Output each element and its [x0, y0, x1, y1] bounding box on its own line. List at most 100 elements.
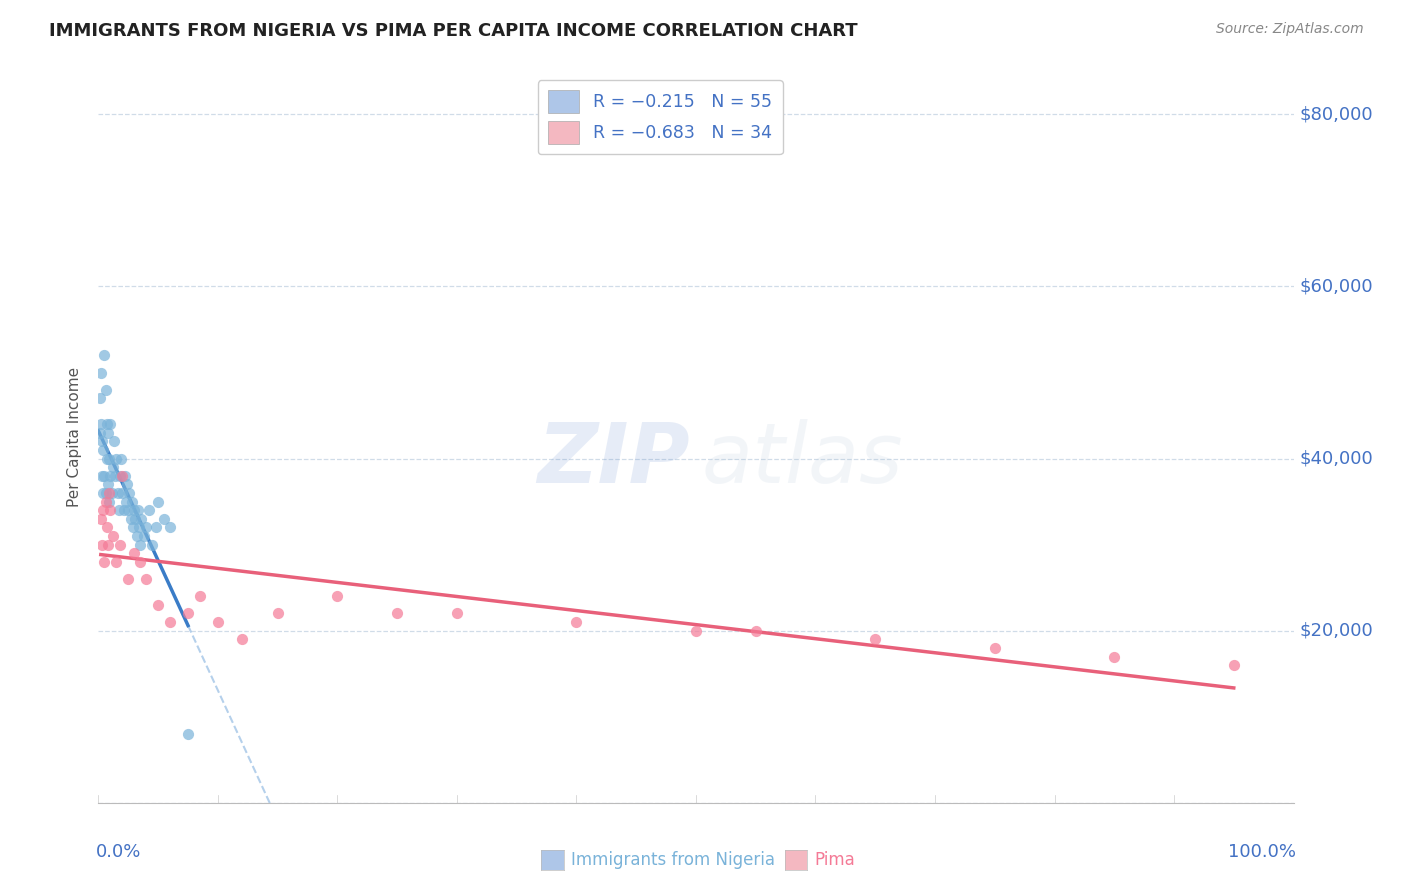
Text: $20,000: $20,000	[1299, 622, 1374, 640]
Point	[145, 520, 167, 534]
Text: ZIP: ZIP	[537, 418, 690, 500]
Point	[127, 503, 149, 517]
Point	[97, 477, 120, 491]
Point	[177, 727, 200, 741]
Point	[125, 529, 148, 543]
Point	[177, 607, 200, 621]
Point	[105, 451, 128, 466]
Point	[141, 538, 163, 552]
Point	[107, 503, 129, 517]
Point	[98, 486, 121, 500]
Point	[100, 486, 122, 500]
Point	[94, 486, 117, 500]
Point	[685, 624, 707, 638]
Point	[89, 425, 111, 440]
Point	[745, 624, 768, 638]
Y-axis label: Per Capita Income: Per Capita Income	[67, 367, 83, 508]
Point	[124, 503, 146, 517]
Point	[105, 555, 128, 569]
Text: $60,000: $60,000	[1299, 277, 1374, 295]
Point	[97, 538, 120, 552]
Point	[118, 486, 141, 500]
Text: atlas: atlas	[702, 418, 904, 500]
Point	[114, 468, 136, 483]
Point	[1223, 658, 1246, 673]
Point	[91, 434, 114, 449]
Point	[129, 555, 152, 569]
Point	[98, 451, 121, 466]
Text: Pima: Pima	[814, 851, 855, 869]
Text: Immigrants from Nigeria: Immigrants from Nigeria	[571, 851, 775, 869]
Point	[112, 503, 135, 517]
Point	[148, 494, 170, 508]
Point	[231, 632, 253, 647]
Point	[91, 442, 114, 457]
Point	[159, 615, 181, 629]
Point	[129, 538, 152, 552]
Point	[91, 468, 114, 483]
Point	[117, 503, 139, 517]
Point	[98, 494, 121, 508]
Point	[108, 538, 131, 552]
Point	[121, 494, 143, 508]
Text: 0.0%: 0.0%	[96, 843, 142, 861]
Point	[107, 486, 129, 500]
Point	[94, 494, 117, 508]
Point	[188, 589, 211, 603]
Point	[91, 538, 114, 552]
Text: $40,000: $40,000	[1299, 450, 1374, 467]
Point	[159, 520, 181, 534]
Point	[565, 615, 588, 629]
Point	[115, 477, 138, 491]
Point	[122, 520, 145, 534]
Point	[117, 572, 139, 586]
Point	[111, 468, 134, 483]
Point	[110, 451, 132, 466]
Point	[385, 607, 409, 621]
Point	[93, 468, 115, 483]
Point	[90, 417, 112, 432]
Point	[124, 546, 146, 560]
Point	[984, 640, 1007, 655]
Point	[91, 486, 114, 500]
Point	[148, 598, 170, 612]
Point	[96, 520, 118, 534]
Point	[89, 392, 111, 406]
Point	[135, 520, 157, 534]
Point	[98, 468, 122, 483]
Text: 100.0%: 100.0%	[1227, 843, 1296, 861]
Point	[96, 451, 118, 466]
Point	[101, 529, 124, 543]
Point	[326, 589, 349, 603]
Point	[446, 607, 468, 621]
Point	[90, 512, 112, 526]
Point	[132, 529, 155, 543]
Point	[865, 632, 887, 647]
Point	[104, 468, 127, 483]
Point	[97, 425, 120, 440]
Point	[103, 434, 125, 449]
Point	[93, 555, 115, 569]
Point	[207, 615, 229, 629]
Point	[91, 503, 114, 517]
Point	[138, 503, 160, 517]
Point	[94, 383, 117, 397]
Point	[267, 607, 290, 621]
Point	[153, 512, 176, 526]
Point	[131, 512, 153, 526]
Point	[93, 348, 115, 362]
Point	[111, 486, 134, 500]
Point	[124, 512, 146, 526]
Point	[101, 460, 124, 475]
Point	[128, 520, 150, 534]
Legend: R = −0.215   N = 55, R = −0.683   N = 34: R = −0.215 N = 55, R = −0.683 N = 34	[537, 80, 783, 154]
Point	[98, 417, 122, 432]
Point	[115, 494, 138, 508]
Point	[108, 468, 131, 483]
Text: IMMIGRANTS FROM NIGERIA VS PIMA PER CAPITA INCOME CORRELATION CHART: IMMIGRANTS FROM NIGERIA VS PIMA PER CAPI…	[49, 22, 858, 40]
Point	[120, 512, 142, 526]
Point	[90, 366, 112, 380]
Text: $80,000: $80,000	[1299, 105, 1374, 123]
Point	[135, 572, 157, 586]
Text: Source: ZipAtlas.com: Source: ZipAtlas.com	[1216, 22, 1364, 37]
